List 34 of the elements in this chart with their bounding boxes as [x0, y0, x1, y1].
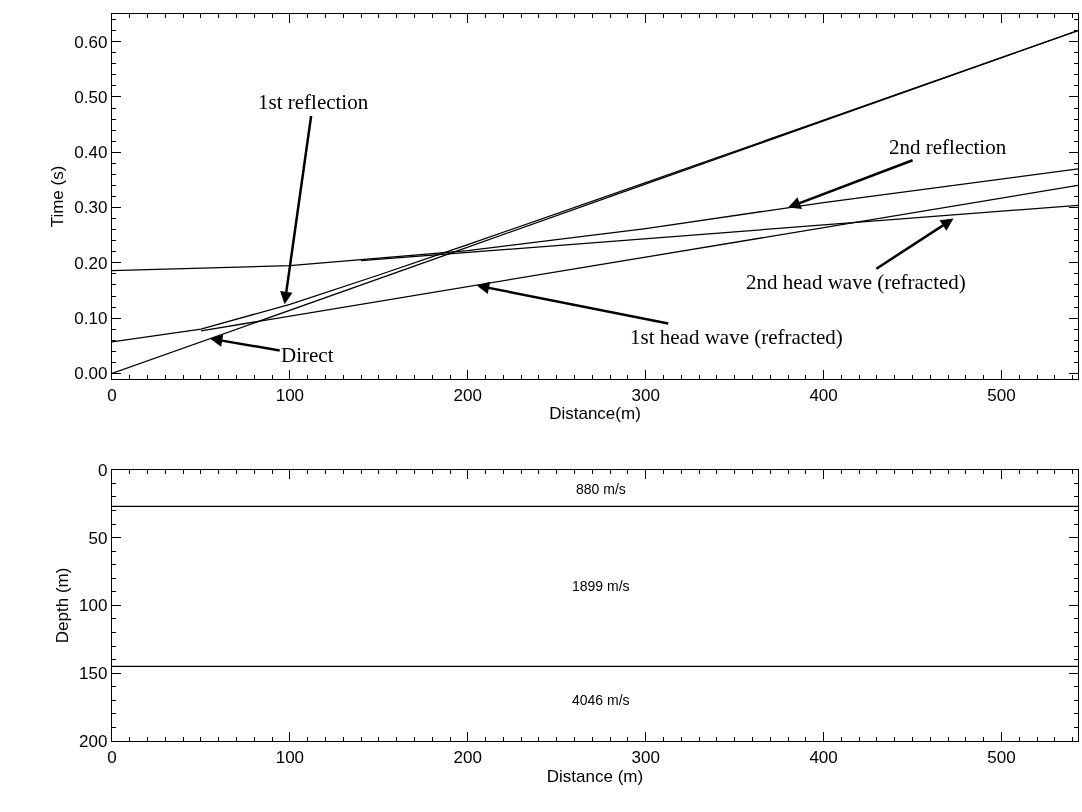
y-tick-label: 0 [97, 460, 108, 480]
annotation: 2nd reflection [889, 135, 1007, 159]
x-axis-title: Distance(m) [549, 404, 641, 424]
x-tick-label: 400 [809, 385, 838, 405]
y-tick-label: 50 [88, 528, 108, 548]
annotation: 880 m/s [576, 481, 626, 497]
y-tick-label: 0.40 [74, 143, 108, 163]
annotation: 2nd head wave (refracted) [746, 270, 966, 294]
y-axis-title: Time (s) [47, 165, 67, 228]
y-axis-title: Depth (m) [52, 567, 72, 644]
annotation: Direct [281, 343, 334, 367]
y-tick-label: 100 [79, 596, 108, 616]
y-tick-label: 200 [79, 731, 108, 751]
y-tick-label: 0.50 [74, 87, 108, 107]
x-tick-label: 500 [987, 385, 1016, 405]
y-tick-label: 0.30 [74, 198, 108, 218]
y-tick-label: 0.10 [74, 309, 108, 329]
x-tick-label: 300 [631, 385, 660, 405]
annotation: 4046 m/s [572, 692, 630, 708]
y-tick-label: 0.00 [74, 364, 108, 384]
x-tick-label: 100 [275, 747, 305, 767]
x-tick-label: 200 [453, 385, 482, 405]
y-tick-label: 0.60 [74, 32, 108, 52]
x-axis-title: Distance (m) [546, 766, 644, 786]
x-tick-label: 100 [275, 385, 305, 405]
annotation: 1899 m/s [572, 578, 630, 594]
annotation: 1st reflection [258, 90, 369, 114]
x-tick-label: 400 [809, 747, 838, 767]
x-tick-label: 300 [631, 747, 660, 767]
x-tick-label: 200 [453, 747, 482, 767]
y-tick-label: 0.20 [74, 253, 108, 273]
annotation: 1st head wave (refracted) [630, 325, 843, 349]
x-tick-label: 500 [987, 747, 1016, 767]
y-tick-label: 150 [79, 664, 108, 684]
